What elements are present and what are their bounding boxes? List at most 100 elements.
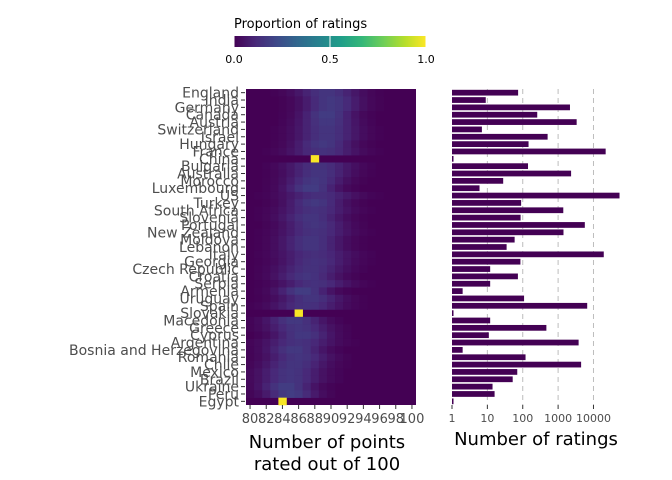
heatmap-cell xyxy=(326,382,336,391)
heatmap-cell xyxy=(286,390,295,398)
heatmap-cell xyxy=(270,316,279,325)
heatmap-cell xyxy=(262,294,271,303)
heatmap-cell xyxy=(262,250,271,259)
heatmap-cell xyxy=(278,265,287,274)
heatmap-cell xyxy=(270,177,279,185)
heatmap-cell xyxy=(326,103,336,112)
heatmap-cell xyxy=(318,294,328,303)
heatmap-cell xyxy=(310,184,320,193)
heatmap-cell xyxy=(343,199,352,207)
heatmap-cell xyxy=(335,228,344,237)
rating-count-bar xyxy=(452,258,521,265)
heatmap-cell xyxy=(318,280,328,288)
heatmap-cell xyxy=(294,302,303,310)
heatmap-cell xyxy=(343,140,352,149)
heatmap-cell xyxy=(335,133,344,141)
heatmap-cell xyxy=(310,287,320,296)
heatmap-cell xyxy=(254,213,263,222)
heatmap-cell xyxy=(326,390,336,398)
heatmap-cell xyxy=(302,346,312,354)
heatmap-cell xyxy=(286,382,295,391)
rating-count-bar xyxy=(452,398,454,405)
legend-tick-label: 1.0 xyxy=(417,53,435,66)
heatmap-cell xyxy=(326,287,336,296)
heatmap-cell xyxy=(286,199,295,207)
heatmap-cell xyxy=(310,272,320,281)
heatmap-cell xyxy=(318,390,328,398)
heatmap-cell xyxy=(286,111,295,119)
heatmap-cell xyxy=(246,390,255,398)
heatmap-cell xyxy=(270,250,279,259)
heatmap-cell xyxy=(278,360,287,369)
heatmap-cell xyxy=(351,184,360,193)
heatmap-x-tick-label: 96 xyxy=(371,412,388,427)
heatmap-cell xyxy=(278,177,287,185)
heatmap-cell xyxy=(359,221,368,229)
heatmap-cell xyxy=(326,133,336,141)
rating-count-bar xyxy=(452,354,526,361)
heatmap-cell xyxy=(343,353,352,362)
heatmap-cell xyxy=(335,338,344,347)
heatmap-cell xyxy=(343,103,352,112)
heatmap-cell xyxy=(326,228,336,237)
heatmap-cell xyxy=(318,162,328,171)
heatmap-cell xyxy=(294,133,303,141)
heatmap-cell xyxy=(294,89,303,97)
heatmap-cell xyxy=(318,331,328,340)
heatmap-cell xyxy=(359,235,368,244)
heatmap-cell xyxy=(302,324,312,332)
heatmap-cell xyxy=(310,169,320,178)
heatmap-cell xyxy=(270,191,279,200)
heatmap-cell xyxy=(359,213,368,222)
heatmap-x-tick-label: 98 xyxy=(387,412,404,427)
rating-count-bar xyxy=(452,347,463,353)
heatmap-cell xyxy=(262,382,271,391)
heatmap-cell xyxy=(318,353,328,362)
heatmap-cell xyxy=(302,302,312,310)
heatmap-cell xyxy=(254,353,263,362)
heatmap-cell xyxy=(286,250,295,259)
heatmap-x-tick-label: 84 xyxy=(274,412,291,427)
heatmap-cell xyxy=(318,316,328,325)
heatmap-cell xyxy=(286,221,295,229)
heatmap-cell xyxy=(302,162,312,171)
rating-count-bar xyxy=(452,185,480,192)
country-label: Turkey xyxy=(192,196,239,212)
heatmap-x-tick-label: 86 xyxy=(290,412,307,427)
heatmap-cell xyxy=(254,346,263,354)
heatmap-cell xyxy=(367,147,376,156)
rating-count-bar xyxy=(452,391,495,397)
heatmap-cell xyxy=(278,375,287,384)
country-label: Brazil xyxy=(200,372,239,388)
rating-count-bar xyxy=(452,89,519,96)
heatmap-cell xyxy=(335,243,344,251)
heatmap-cell xyxy=(343,258,352,266)
rating-count-bar xyxy=(452,280,491,287)
heatmap-cell xyxy=(310,118,320,127)
heatmap-cell xyxy=(302,360,312,369)
heatmap-cell xyxy=(246,375,255,384)
heatmap-cell xyxy=(351,147,360,156)
heatmap-cell xyxy=(302,228,312,237)
heatmap-cell xyxy=(359,250,368,259)
heatmap-cell xyxy=(302,103,312,112)
heatmap-cell xyxy=(254,390,263,398)
heatmap-cell xyxy=(351,125,360,134)
rating-count-bar xyxy=(452,339,579,346)
heatmap-cell xyxy=(351,228,360,237)
heatmap-cell xyxy=(270,382,279,391)
country-label: France xyxy=(192,144,239,160)
heatmap-cell xyxy=(294,118,303,127)
heatmap-cell xyxy=(351,177,360,185)
country-label: Israel xyxy=(201,130,239,146)
heatmap-cell xyxy=(294,96,303,104)
heatmap-cell xyxy=(286,228,295,237)
heatmap-cell xyxy=(278,280,287,288)
heatmap-cell xyxy=(326,206,336,215)
heatmap-cell xyxy=(246,368,255,376)
heatmap-cell xyxy=(310,375,320,384)
heatmap-cell xyxy=(318,206,328,215)
heatmap-cell xyxy=(294,162,303,171)
